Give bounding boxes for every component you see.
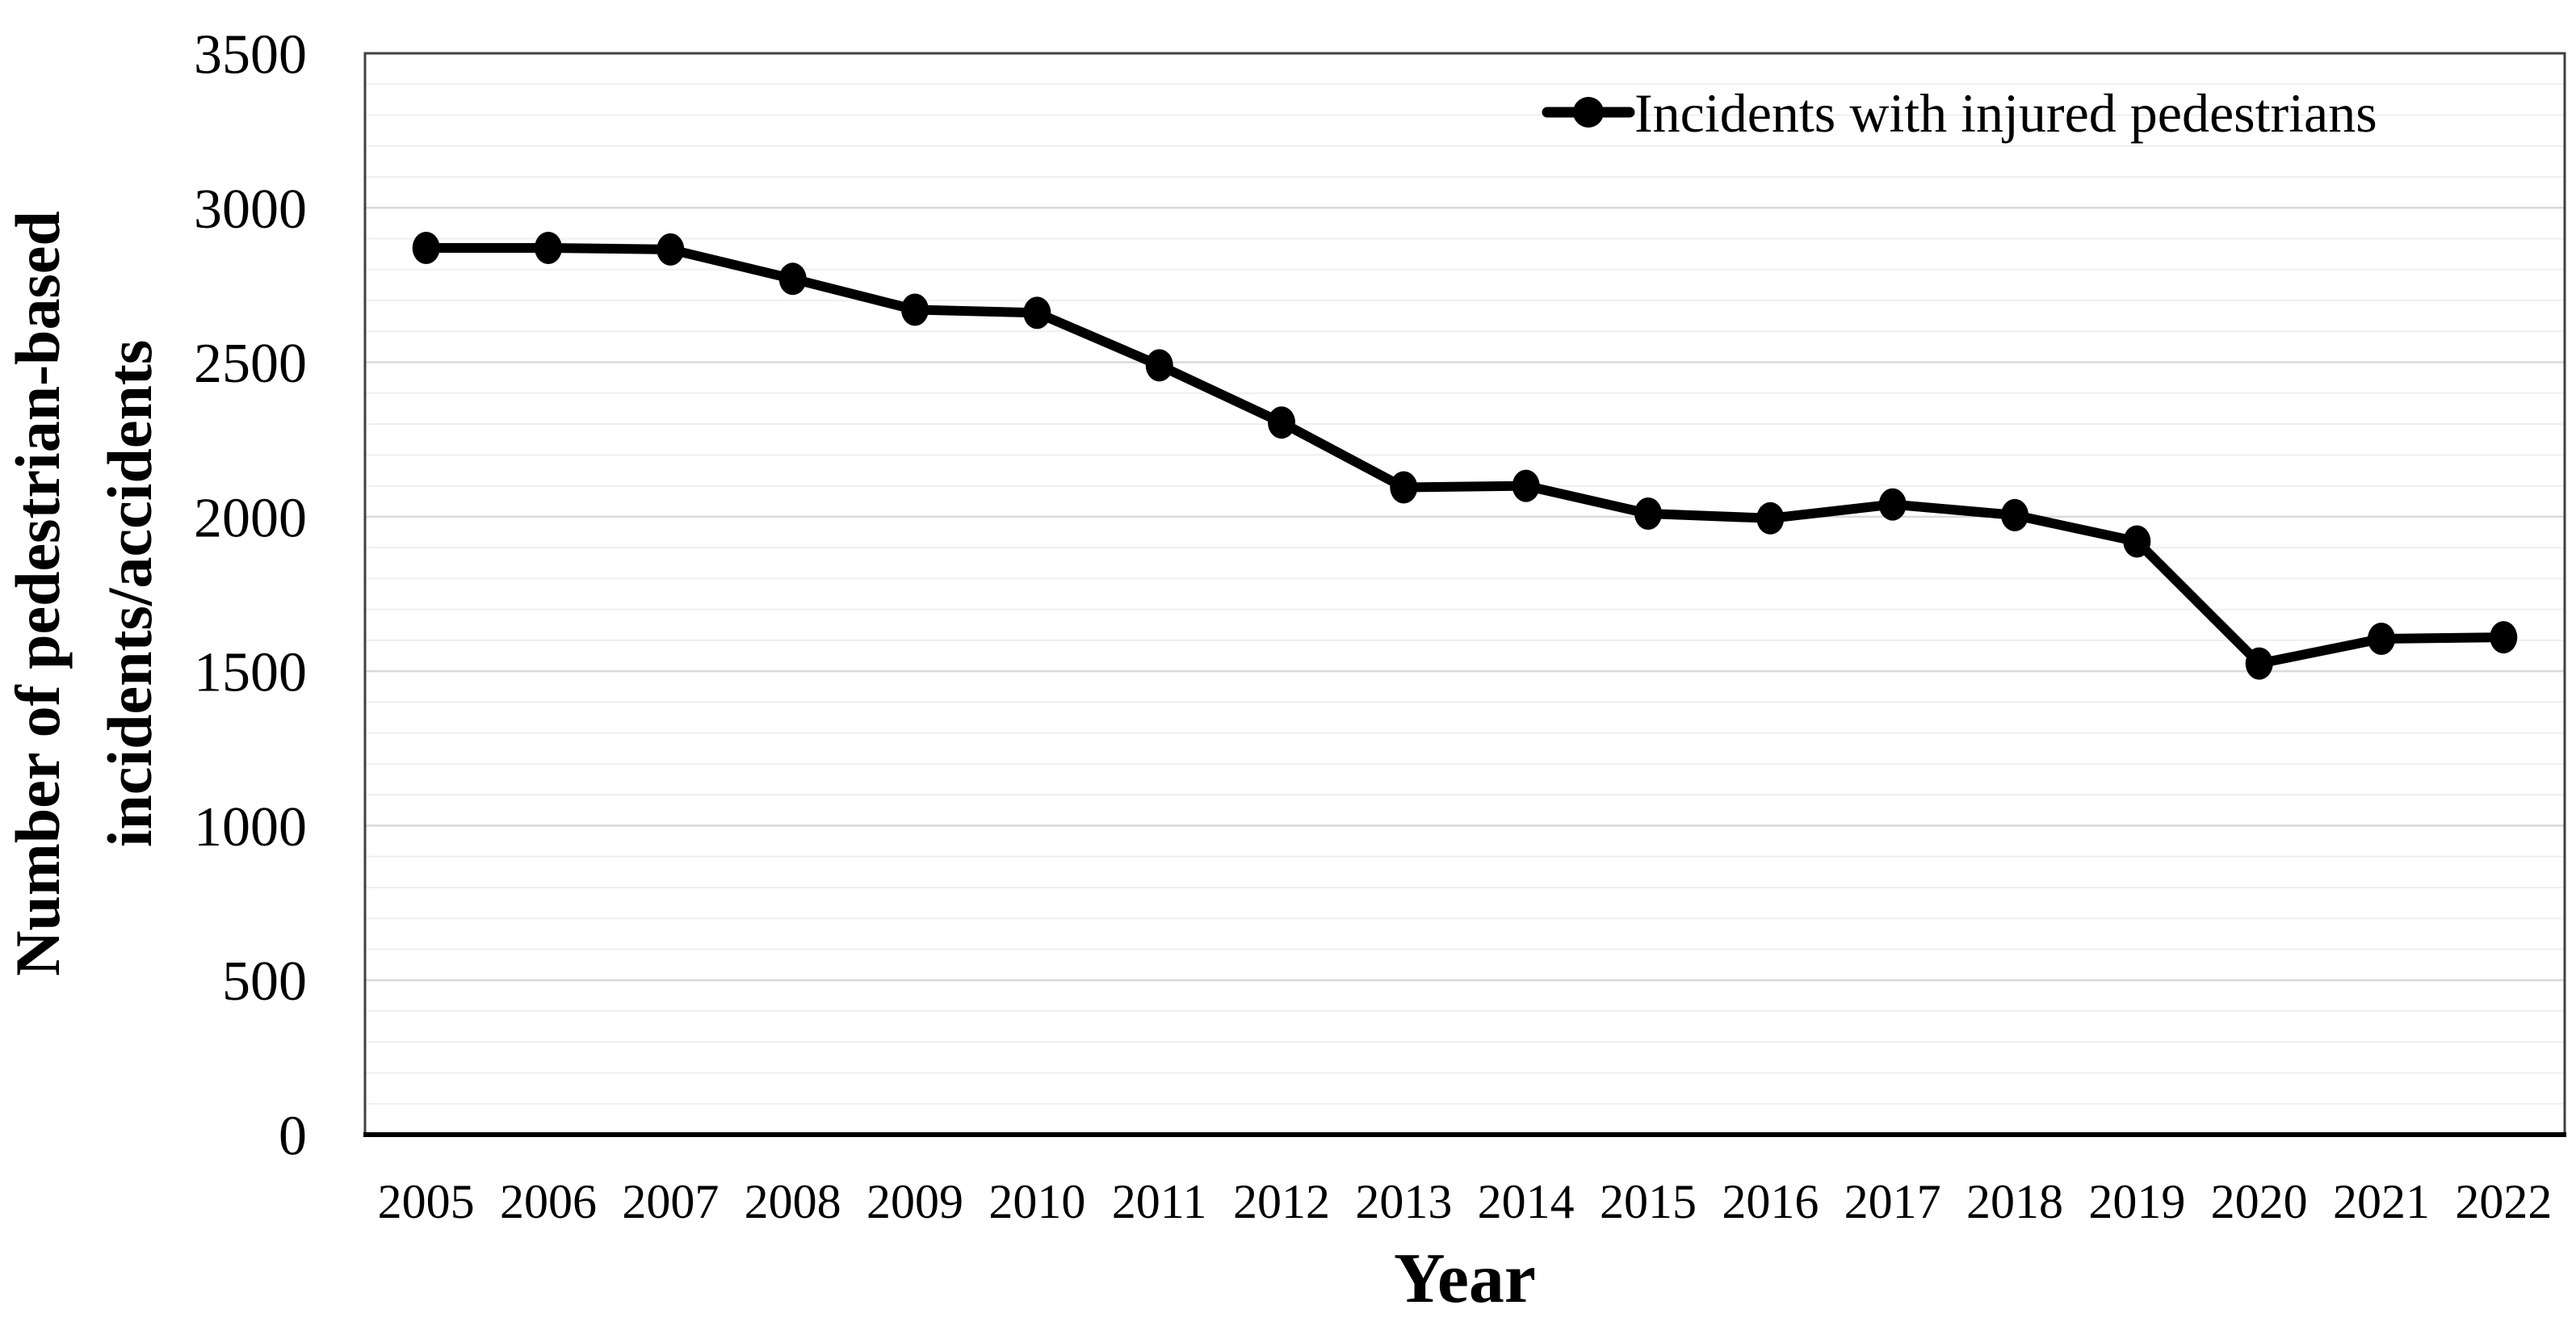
x-tick-label: 2011: [1112, 1175, 1207, 1228]
data-point-marker: [1634, 497, 1662, 530]
x-tick-label: 2008: [745, 1175, 841, 1228]
x-tick-label: 2012: [1233, 1175, 1330, 1228]
x-tick-label: 2014: [1478, 1175, 1575, 1228]
y-axis-title-line1: Number of pedestrian-based: [2, 211, 73, 976]
x-tick-label: 2009: [866, 1175, 963, 1228]
y-tick-label: 3500: [194, 24, 307, 86]
x-tick-label: 2010: [988, 1175, 1085, 1228]
x-tick-label: 2020: [2211, 1175, 2308, 1228]
x-tick-label: 2021: [2333, 1175, 2430, 1228]
y-tick-label: 1500: [194, 642, 307, 704]
x-tick-label: 2019: [2088, 1175, 2185, 1228]
x-axis-title: Year: [1394, 1240, 1536, 1318]
data-point-marker: [778, 262, 807, 296]
x-tick-label: 2022: [2455, 1175, 2552, 1228]
data-point-marker: [657, 233, 685, 266]
y-tick-label: 2000: [194, 487, 307, 549]
y-tick-label: 0: [279, 1106, 307, 1168]
legend-marker-icon: [1573, 97, 1604, 128]
data-point-marker: [1756, 502, 1785, 535]
legend: Incidents with injured pedestrians: [1542, 82, 2377, 144]
data-point-marker: [535, 232, 562, 264]
y-tick-label: 1000: [194, 796, 307, 858]
x-tick-label: 2015: [1600, 1175, 1697, 1228]
data-point-marker: [1512, 469, 1540, 502]
data-point-marker: [1023, 296, 1051, 329]
x-tick-label: 2007: [622, 1175, 719, 1228]
data-point-marker: [1268, 406, 1295, 439]
data-point-marker: [2123, 525, 2151, 558]
x-tick-label: 2017: [1844, 1175, 1941, 1228]
y-tick-label: 3000: [194, 178, 307, 241]
x-tick-label: 2006: [500, 1175, 597, 1228]
legend-label: Incidents with injured pedestrians: [1634, 82, 2377, 144]
x-tick-label: 2016: [1722, 1175, 1819, 1228]
x-axis-tick-labels: 2005 2006 2007 2008 2009 2010 2011 2012 2013 2014…: [378, 1175, 2553, 1228]
y-axis-tick-labels: 0 500 1000 1500 2000 2500 3000 3500: [194, 24, 307, 1168]
data-point-marker: [2368, 623, 2395, 655]
x-tick-label: 2013: [1355, 1175, 1452, 1228]
y-tick-label: 500: [222, 951, 307, 1013]
series-line: [421, 243, 2509, 669]
data-point-marker: [412, 232, 440, 264]
data-point-marker: [1390, 471, 1418, 504]
y-axis-title-line2: incidents/accidents: [94, 340, 165, 847]
data-point-marker: [2490, 621, 2518, 654]
x-tick-label: 2005: [378, 1175, 475, 1228]
data-point-marker: [1878, 488, 1907, 521]
data-point-marker: [901, 293, 929, 326]
x-tick-label: 2018: [1966, 1175, 2063, 1228]
series-markers: [412, 232, 2518, 680]
gridlines: [365, 83, 2565, 1105]
plot-area: [365, 53, 2565, 1135]
data-point-marker: [2245, 647, 2273, 680]
y-tick-label: 2500: [194, 333, 307, 395]
data-point-marker: [2001, 498, 2028, 531]
data-point-marker: [1145, 349, 1173, 382]
